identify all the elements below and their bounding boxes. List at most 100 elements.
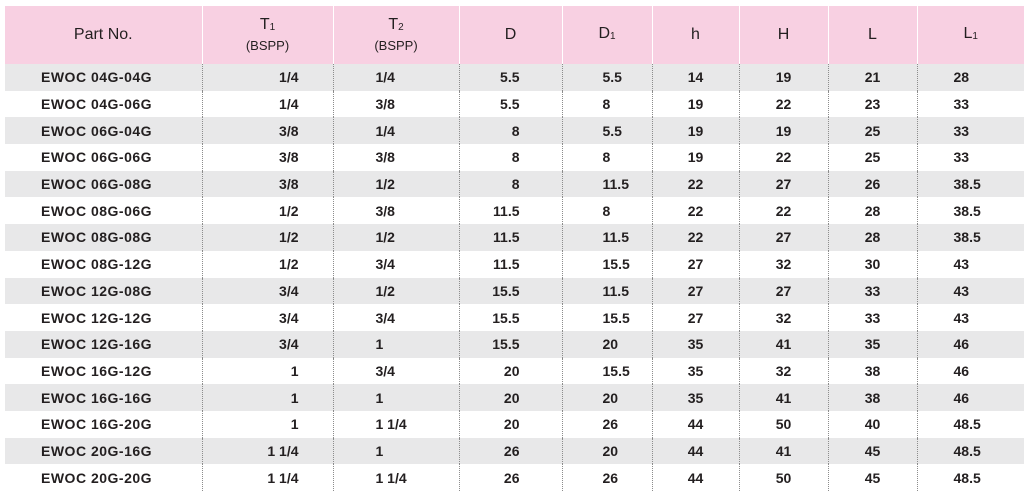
cell-d1: 20	[561, 384, 652, 411]
cell-l1: 28	[916, 64, 1024, 91]
cell-part-no: EWOC 16G-20G	[41, 416, 153, 433]
cell-l1: 46	[916, 384, 1024, 411]
table-header-row: Part No. T1 (BSPP) T2 (BSPP) D D1 h	[5, 6, 1024, 64]
cell-h-small: 35	[651, 357, 739, 385]
cell-t1: 1/4	[201, 64, 333, 91]
cell-d: 8	[458, 170, 562, 198]
cell-d: 15.5	[458, 304, 562, 331]
cell-t1: 3/8	[201, 170, 333, 198]
cell-l1: 43	[916, 250, 1024, 278]
header-t2: T2 (BSPP)	[332, 6, 459, 64]
cell-l: 38	[827, 384, 917, 411]
cell-d1: 15.5	[561, 357, 652, 385]
cell-part-no: EWOC 12G-16G	[5, 330, 202, 358]
cell-h-small: 44	[651, 410, 739, 438]
cell-l: 33	[827, 304, 917, 331]
cell-h-small: 27	[651, 304, 739, 331]
header-label-base: T	[259, 15, 270, 33]
header-d: D	[458, 6, 562, 64]
cell-l1: 48.5	[916, 410, 1024, 438]
cell-h-large: 27	[738, 224, 828, 251]
cell-d1: 8	[561, 144, 652, 171]
cell-t2: 1	[332, 384, 459, 411]
header-label: L	[868, 26, 877, 43]
cell-d: 20	[458, 410, 562, 438]
header-t1: T1 (BSPP)	[201, 6, 333, 64]
cell-d1: 15.5	[561, 250, 652, 278]
cell-t2: 1 1/4	[332, 410, 459, 438]
cell-l1: 46	[916, 330, 1024, 358]
cell-t1: 1	[201, 410, 333, 438]
cell-t2: 1/4	[332, 64, 459, 91]
cell-h-large: 19	[738, 117, 828, 145]
cell-h-large: 22	[738, 144, 828, 171]
cell-h-small: 35	[651, 330, 739, 358]
cell-t2: 1/2	[332, 224, 459, 251]
cell-t1: 1/2	[201, 250, 333, 278]
cell-l: 21	[827, 64, 917, 91]
cell-d: 26	[458, 437, 562, 465]
cell-t2: 3/8	[332, 144, 459, 171]
cell-l: 30	[827, 250, 917, 278]
header-label: T1	[203, 15, 333, 36]
cell-d1: 20	[561, 330, 652, 358]
cell-h-large: 50	[738, 410, 828, 438]
cell-part-no: EWOC 12G-08G	[5, 277, 202, 305]
cell-d: 8	[458, 117, 562, 145]
header-label-base: T	[388, 15, 399, 33]
cell-t1: 3/4	[201, 304, 333, 331]
cell-part-no: EWOC 08G-06G	[41, 202, 153, 219]
table-row: EWOC 08G-06G 1/2 3/8 11.5 8 22 22 28 38.5	[5, 197, 1024, 225]
cell-h-small: 19	[651, 144, 739, 171]
header-label: T2	[334, 15, 459, 36]
table-row: EWOC 06G-08G 3/8 1/2 8 11.5 22 27 26 38.5	[5, 170, 1024, 198]
header-d1: D1	[561, 6, 652, 64]
header-subscript: 1	[269, 21, 276, 33]
cell-d1: 15.5	[561, 304, 652, 331]
cell-t2: 3/4	[332, 250, 459, 278]
cell-l1: 48.5	[916, 437, 1024, 465]
cell-l: 40	[827, 410, 917, 438]
cell-d1: 11.5	[561, 170, 652, 198]
cell-t1: 1/2	[201, 197, 333, 225]
cell-d1: 8	[561, 197, 652, 225]
cell-l: 25	[827, 117, 917, 145]
cell-d1: 8	[561, 90, 652, 118]
cell-d: 11.5	[458, 224, 562, 251]
cell-h-large: 22	[738, 90, 828, 118]
header-subscript: 2	[398, 21, 404, 33]
cell-t2: 1	[332, 330, 459, 358]
cell-h-large: 22	[738, 197, 828, 225]
cell-t2: 3/4	[332, 357, 459, 385]
cell-h-large: 27	[738, 277, 828, 305]
cell-part-no: EWOC 20G-16G	[5, 437, 202, 465]
cell-t2: 1/2	[332, 170, 459, 198]
cell-l: 33	[827, 277, 917, 305]
cell-part-no: EWOC 04G-04G	[5, 64, 202, 91]
cell-d: 20	[458, 384, 562, 411]
cell-d: 5.5	[458, 90, 562, 118]
cell-t1: 3/8	[201, 144, 333, 171]
cell-l: 45	[827, 437, 917, 465]
header-l1: L1	[916, 6, 1025, 64]
cell-l: 25	[827, 144, 917, 171]
cell-l1: 38.5	[916, 170, 1024, 198]
cell-h-large: 32	[738, 304, 828, 331]
cell-l: 45	[827, 464, 917, 491]
cell-h-large: 27	[738, 170, 828, 198]
table-row: EWOC 04G-06G 1/4 3/8 5.5 8 19 22 23 33	[5, 90, 1024, 118]
cell-t2: 1/4	[332, 117, 459, 145]
header-label: D	[504, 26, 517, 43]
header-label: L1	[918, 25, 1025, 45]
header-label-base: D	[598, 24, 610, 42]
cell-d: 8	[458, 144, 562, 171]
table-row: EWOC 06G-06G 3/8 3/8 8 8 19 22 25 33	[5, 144, 1024, 171]
cell-h-small: 44	[651, 464, 739, 491]
cell-d1: 20	[561, 437, 652, 465]
cell-part-no: EWOC 08G-12G	[41, 256, 153, 273]
cell-h-small: 27	[651, 250, 739, 278]
table-row: EWOC 16G-16G 1 1 20 20 35 41 38 46	[5, 384, 1024, 411]
cell-part-no: EWOC 12G-12G	[41, 309, 153, 326]
cell-part-no: EWOC 06G-06G	[41, 149, 153, 166]
cell-t1: 1 1/4	[201, 464, 333, 491]
